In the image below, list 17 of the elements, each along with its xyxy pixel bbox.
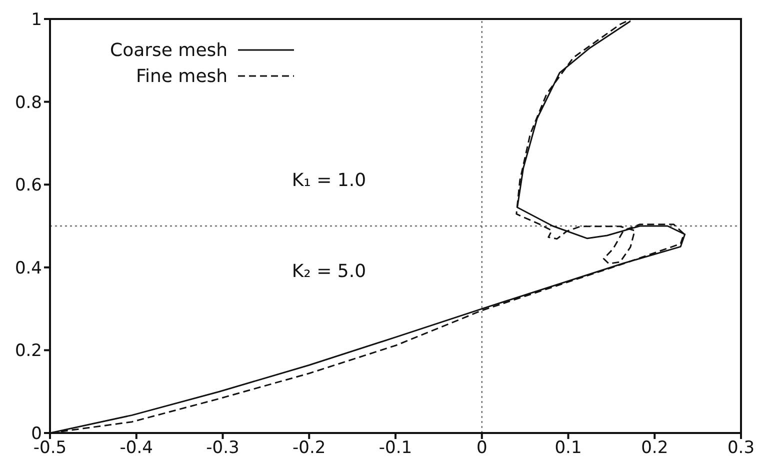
x-tick-label: -0.1 (378, 438, 412, 458)
x-tick-label: -0.2 (292, 438, 326, 458)
x-tick-label: 0 (476, 438, 488, 458)
x-tick-label: -0.3 (206, 438, 240, 458)
y-tick-label: 0.4 (14, 258, 42, 278)
x-tick-label: 0.1 (554, 438, 582, 458)
annotation: K₂ = 5.0 (292, 261, 366, 282)
x-tick-label: 0.2 (641, 438, 668, 458)
y-tick-label: 1 (31, 10, 42, 30)
x-tick-label: 0.3 (727, 438, 755, 458)
legend-label: Fine mesh (136, 66, 228, 86)
annotation: K₁ = 1.0 (292, 170, 366, 192)
x-tick-label: -0.4 (120, 438, 153, 458)
legend-label: Coarse mesh (110, 40, 228, 60)
y-tick-label: 0.6 (14, 176, 42, 196)
y-tick-label: 0.8 (14, 92, 42, 113)
y-tick-label: 0.2 (14, 341, 42, 362)
